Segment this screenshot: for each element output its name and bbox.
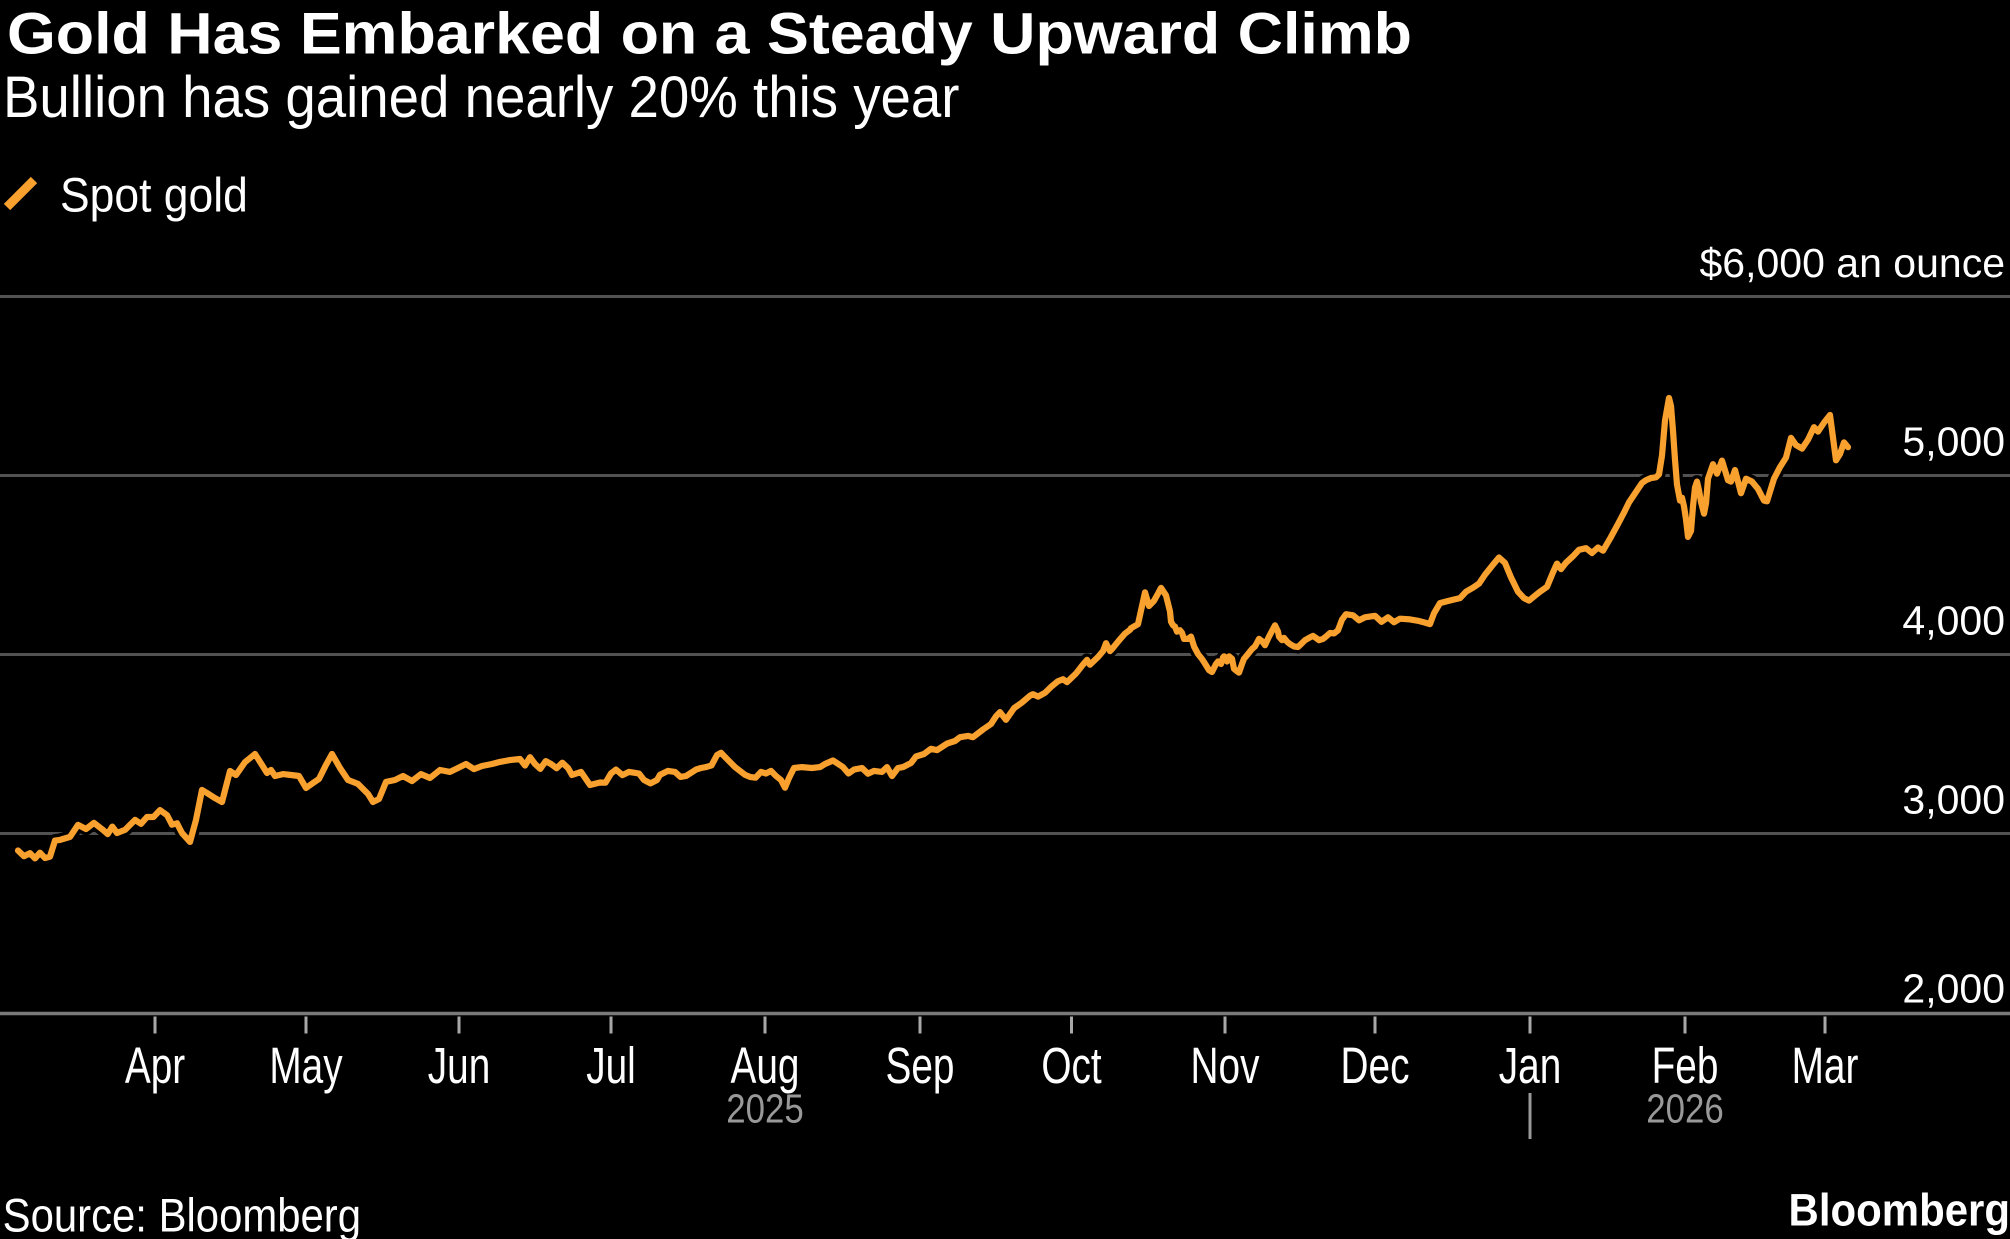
svg-text:May: May bbox=[269, 1037, 343, 1094]
svg-text:Jan: Jan bbox=[1499, 1037, 1561, 1094]
svg-text:Dec: Dec bbox=[1341, 1037, 1410, 1094]
svg-text:Sep: Sep bbox=[886, 1037, 955, 1094]
svg-text:5,000: 5,000 bbox=[1902, 419, 2005, 465]
svg-text:Aug: Aug bbox=[731, 1037, 800, 1094]
svg-text:Oct: Oct bbox=[1041, 1037, 1102, 1094]
svg-text:2025: 2025 bbox=[726, 1087, 803, 1132]
svg-text:3,000: 3,000 bbox=[1902, 777, 2005, 823]
svg-text:Nov: Nov bbox=[1191, 1037, 1260, 1094]
svg-text:Bloomberg: Bloomberg bbox=[1789, 1186, 2010, 1236]
svg-text:Source: Bloomberg: Source: Bloomberg bbox=[3, 1190, 361, 1239]
svg-text:Mar: Mar bbox=[1792, 1037, 1859, 1094]
svg-text:Jun: Jun bbox=[428, 1037, 490, 1094]
svg-text:Apr: Apr bbox=[125, 1037, 185, 1094]
svg-text:4,000: 4,000 bbox=[1902, 598, 2005, 644]
svg-text:Feb: Feb bbox=[1652, 1037, 1719, 1094]
svg-text:2,000: 2,000 bbox=[1902, 966, 2005, 1012]
svg-text:2026: 2026 bbox=[1646, 1087, 1723, 1132]
svg-text:Bullion has gained nearly 20%: Bullion has gained nearly 20% this year bbox=[3, 65, 959, 130]
svg-text:$6,000 an ounce: $6,000 an ounce bbox=[1700, 240, 2006, 286]
svg-text:Gold Has Embarked on a Steady: Gold Has Embarked on a Steady Upward Cli… bbox=[7, 1, 1412, 66]
svg-text:Spot gold: Spot gold bbox=[60, 168, 248, 222]
svg-text:Jul: Jul bbox=[586, 1037, 636, 1094]
